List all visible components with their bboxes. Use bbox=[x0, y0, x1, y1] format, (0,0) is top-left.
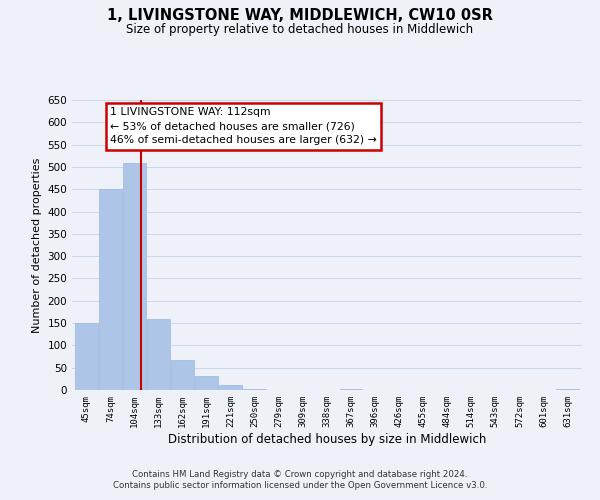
Text: Contains public sector information licensed under the Open Government Licence v3: Contains public sector information licen… bbox=[113, 481, 487, 490]
Text: Contains HM Land Registry data © Crown copyright and database right 2024.: Contains HM Land Registry data © Crown c… bbox=[132, 470, 468, 479]
Y-axis label: Number of detached properties: Number of detached properties bbox=[32, 158, 42, 332]
Text: Distribution of detached houses by size in Middlewich: Distribution of detached houses by size … bbox=[168, 432, 486, 446]
Bar bbox=[75, 323, 98, 390]
Text: 1, LIVINGSTONE WAY, MIDDLEWICH, CW10 0SR: 1, LIVINGSTONE WAY, MIDDLEWICH, CW10 0SR bbox=[107, 8, 493, 22]
Bar bbox=[147, 318, 170, 390]
Text: 1 LIVINGSTONE WAY: 112sqm
← 53% of detached houses are smaller (726)
46% of semi: 1 LIVINGSTONE WAY: 112sqm ← 53% of detac… bbox=[110, 108, 377, 146]
Bar bbox=[340, 388, 362, 390]
Bar bbox=[123, 164, 146, 390]
Bar bbox=[556, 388, 579, 390]
Bar bbox=[171, 360, 194, 390]
Bar bbox=[220, 384, 242, 390]
Bar bbox=[99, 189, 122, 390]
Bar bbox=[244, 388, 266, 390]
Bar bbox=[195, 376, 218, 390]
Text: Size of property relative to detached houses in Middlewich: Size of property relative to detached ho… bbox=[127, 22, 473, 36]
